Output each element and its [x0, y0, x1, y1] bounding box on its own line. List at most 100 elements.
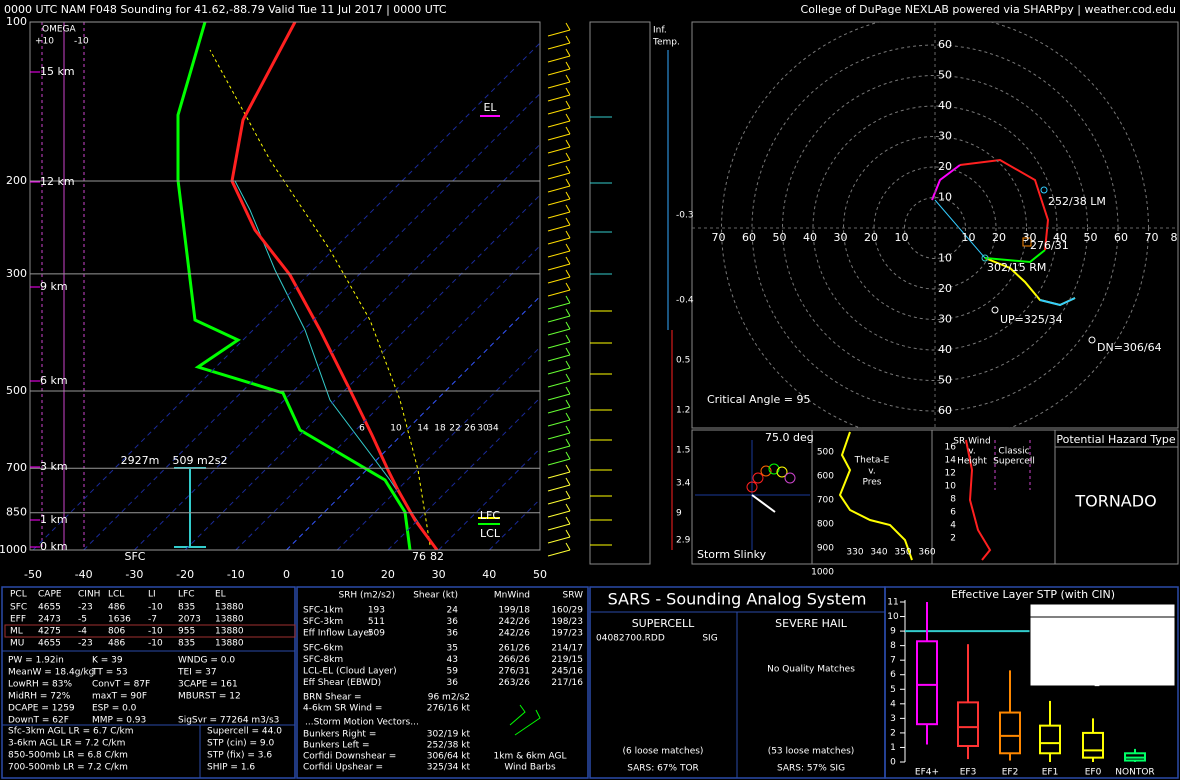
x-tick-label: -20: [176, 568, 194, 581]
wind-barb: [565, 230, 571, 239]
wind-barb: [565, 360, 571, 369]
inf-temp-label: -0.3: [676, 211, 694, 221]
thermo-param: WNDG = 0.0: [178, 656, 235, 666]
slinky-ring: [776, 466, 788, 478]
eff-top-label: 2927m: [121, 454, 160, 467]
stp-box: [916, 640, 938, 726]
wind-barb: [565, 178, 571, 187]
hodo-label: 60: [938, 404, 952, 417]
sr-y-label: 2: [950, 534, 956, 544]
agl-barb: [514, 709, 541, 736]
inf-temp-title: Inf.: [653, 26, 667, 36]
dn-label: DN=306/64: [1097, 341, 1162, 354]
slinky-ring: [752, 472, 764, 484]
kin-header: Shear (kt): [413, 591, 458, 601]
kin-cell: 242/26: [498, 629, 530, 639]
height-label: 12 km: [40, 175, 75, 188]
stp-y-label: 1: [890, 743, 896, 753]
prob-value: 0.28: [1150, 620, 1170, 630]
hodo-label: 30: [938, 130, 952, 143]
stp-y-label: 4: [890, 699, 896, 709]
hodo-label: 70: [1145, 231, 1159, 244]
theta-e-y-label: 500: [817, 448, 834, 458]
thermo-cell: 486: [108, 639, 125, 649]
kin-cell: 43: [447, 655, 458, 665]
mixing-ratio-label: 30: [477, 424, 489, 434]
thermo-param: LowRH = 83%: [8, 680, 72, 690]
x-tick-label: 30: [432, 568, 446, 581]
stp-box: [1039, 724, 1061, 755]
kin-cell: 160/29: [551, 606, 583, 616]
wind-barb: [565, 334, 571, 343]
wind-barb: [547, 146, 571, 154]
kin-cell: 266/26: [498, 655, 530, 665]
thermo-cell: -7: [148, 615, 157, 625]
lm-label: 252/38 LM: [1048, 195, 1106, 208]
height-label: 1 km: [40, 513, 68, 526]
kin-cell: 214/17: [551, 644, 583, 654]
hodo-label: 20: [864, 231, 878, 244]
wind-barb: [565, 152, 571, 161]
stp-x-label: EF2: [1002, 768, 1019, 778]
wind-barb: [547, 172, 571, 180]
thermo-param: maxT = 90F: [92, 692, 147, 702]
wetbulb-profile: [234, 180, 431, 541]
x-tick-label: 40: [482, 568, 496, 581]
wind-barb: [565, 217, 571, 226]
hodo-ring: [812, 105, 1058, 351]
wind-barb: [547, 406, 571, 414]
mixing-ratio-label: 14: [417, 424, 429, 434]
sars-match-type: SIG: [702, 634, 717, 644]
wind-barb: [547, 211, 571, 219]
agl-barb: [509, 704, 526, 726]
hodo-label: 60: [1114, 231, 1128, 244]
hodo-ring: [843, 136, 1027, 320]
thermo-param: K = 39: [92, 656, 123, 666]
hodo-label: 50: [773, 231, 787, 244]
wind-barb: [547, 380, 571, 388]
isotherm: [184, 194, 540, 550]
kin-cell: 199/18: [498, 606, 530, 616]
inf-temp-label: -0.4: [676, 296, 694, 306]
wind-barb: [547, 302, 571, 310]
kin-cell: 198/23: [551, 617, 583, 627]
omega-title: OMEGA: [42, 25, 77, 35]
wind-barb: [565, 100, 571, 109]
kin-cell: Eff Inflow Layer: [303, 629, 373, 639]
y-tick-label: 300: [6, 267, 27, 280]
thermo-param: MMP = 0.93: [92, 716, 146, 726]
wind-barb: [547, 419, 571, 427]
sars-loose: (6 loose matches): [623, 747, 704, 757]
composite: STP (fix) = 3.6: [207, 751, 272, 761]
wind-barb: [547, 497, 571, 505]
mixing-ratio-label: 26: [464, 424, 476, 434]
thermo-cell: MU: [10, 639, 24, 649]
y-tick-label: 200: [6, 174, 27, 187]
sars-result: SARS: 67% TOR: [627, 764, 699, 774]
kin-header: SRW: [562, 591, 583, 601]
wind-barb: [565, 87, 571, 96]
stp-y-label: 3: [890, 714, 896, 724]
slinky-title: Storm Slinky: [697, 548, 767, 561]
wind-barb: [565, 243, 571, 252]
sr-title: v.: [968, 447, 976, 457]
mixing-ratio-label: 22: [449, 424, 460, 434]
wind-barb: [547, 471, 571, 479]
isotherm: [235, 245, 540, 550]
barbs-caption: Wind Barbs: [504, 763, 556, 773]
thermo-cell: -23: [78, 639, 93, 649]
hodo-segment: [1039, 297, 1076, 307]
inf-temp-title: Temp.: [652, 38, 680, 48]
height-label: 15 km: [40, 65, 75, 78]
wind-barb: [547, 29, 571, 37]
wind-barb: [547, 458, 571, 466]
lfc-label: LFC: [480, 509, 500, 522]
hodo-label: 40: [938, 343, 952, 356]
lapse-rate: Sfc-3km AGL LR = 6.7 C/km: [8, 727, 134, 737]
hodo-label: 50: [938, 374, 952, 387]
hazard-type: TORNADO: [1074, 492, 1156, 511]
kin-cell: SFC-6km: [303, 644, 343, 654]
wind-barb: [547, 315, 571, 323]
kin-header: MnWind: [494, 591, 530, 601]
